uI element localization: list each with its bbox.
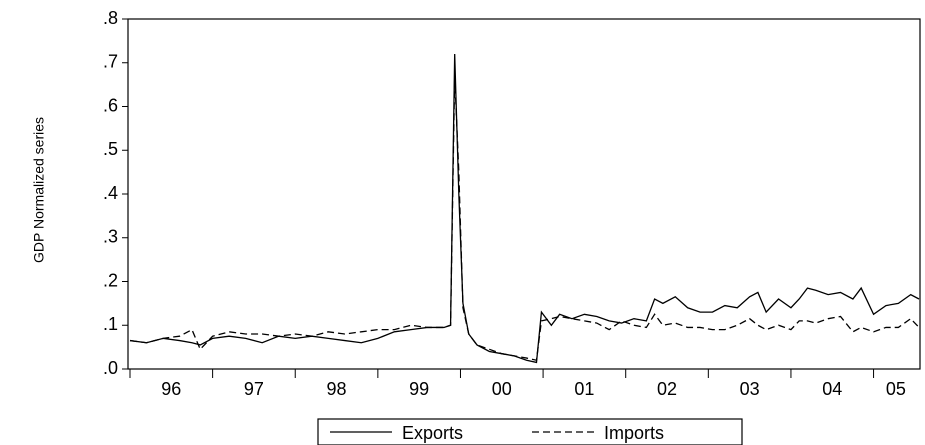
y-tick-label: .0 xyxy=(103,358,118,378)
series-line xyxy=(129,75,920,362)
x-tick-label: 04 xyxy=(822,379,842,399)
legend-label: Exports xyxy=(402,423,463,443)
x-tick-label: 03 xyxy=(740,379,760,399)
series-line xyxy=(129,53,920,364)
x-tick-label: 05 xyxy=(886,379,906,399)
y-tick-label: .3 xyxy=(103,227,118,247)
y-tick-label: .7 xyxy=(103,52,118,72)
y-tick-label: .4 xyxy=(103,183,118,203)
x-tick-label: 97 xyxy=(244,379,264,399)
y-tick-label: .2 xyxy=(103,270,118,290)
y-axis-label: GDP Normalized series xyxy=(31,117,47,263)
y-tick-label: .1 xyxy=(103,314,118,334)
plot-frame xyxy=(127,18,921,370)
x-tick-label: 02 xyxy=(657,379,677,399)
x-tick-label: 98 xyxy=(327,379,347,399)
legend-label: Imports xyxy=(604,423,664,443)
x-tick-label: 00 xyxy=(492,379,512,399)
y-tick-label: .8 xyxy=(103,8,118,28)
x-tick-label: 99 xyxy=(409,379,429,399)
y-tick-label: .5 xyxy=(103,139,118,159)
x-tick-label: 01 xyxy=(574,379,594,399)
y-tick-label: .6 xyxy=(103,95,118,115)
x-tick-label: 96 xyxy=(161,379,181,399)
